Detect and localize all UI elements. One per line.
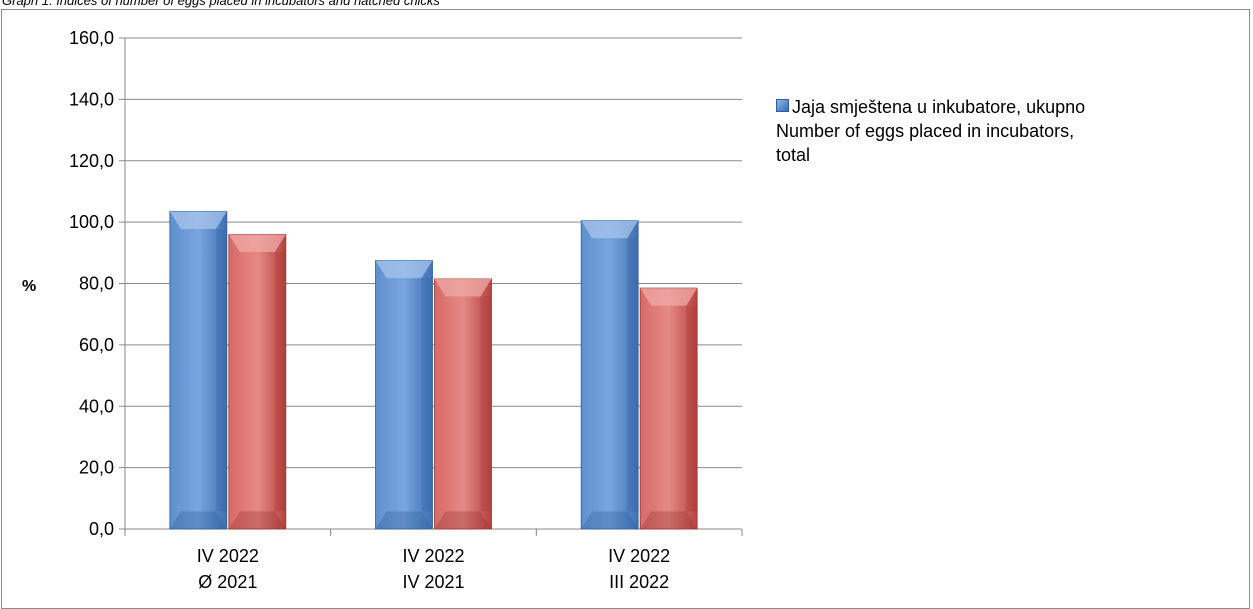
- bar-bevel-bottom: [228, 511, 286, 529]
- legend: Jaja smještena u inkubatore, ukupno Numb…: [776, 95, 1196, 167]
- legend-label-line1: Jaja smještena u inkubatore, ukupno: [792, 97, 1086, 117]
- bar-bevel-side: [421, 278, 433, 512]
- bar-series-2: [434, 278, 492, 530]
- bar-series-1: [169, 210, 228, 530]
- x-category-label: IV 2022: [608, 546, 670, 566]
- bar-bevel-side: [215, 228, 227, 512]
- bar-bevel-top: [375, 260, 433, 279]
- bar-bevel-top: [434, 278, 492, 297]
- legend-entry: Jaja smještena u inkubatore, ukupno: [776, 95, 1196, 119]
- x-category-label: IV 2022: [402, 546, 464, 566]
- legend-label-line2: Number of eggs placed in incubators,: [776, 121, 1075, 141]
- x-axis-categories: IV 2022 Ø 2021 IV 2022 IV 2021 IV 2022 III 20…: [197, 546, 670, 592]
- bar-series-2: [228, 233, 287, 530]
- bar-bevel-side: [627, 238, 639, 512]
- y-axis-label: %: [22, 278, 36, 295]
- bar-bevel-top: [640, 288, 698, 306]
- bar-bevel-bottom: [375, 511, 433, 529]
- bar-series-2: [639, 287, 698, 530]
- gridlines: [119, 37, 743, 536]
- bar-bevel-bottom: [169, 511, 227, 529]
- legend-label-line3: total: [776, 145, 811, 165]
- y-axis-ticks: 0,0 20,0 40,0 60,0 80,0 100,0 120,0 140,0 160,0: [69, 28, 114, 539]
- y-tick-label: 20,0: [79, 458, 114, 478]
- x-category-label: IV 2021: [402, 572, 464, 592]
- bars: [169, 210, 698, 530]
- bar-bevel-top: [169, 211, 227, 229]
- bar-bevel-side: [686, 305, 698, 512]
- x-category-label: III 2022: [609, 572, 669, 592]
- bar-series-1: [580, 220, 639, 530]
- legend-swatch-blue: [776, 99, 789, 112]
- x-category-label: IV 2022: [197, 546, 259, 566]
- bar-bevel-bottom: [434, 511, 492, 529]
- y-tick-label: 160,0: [69, 28, 114, 48]
- y-tick-label: 120,0: [69, 151, 114, 171]
- y-tick-label: 140,0: [69, 89, 114, 109]
- y-tick-label: 0,0: [89, 519, 114, 539]
- y-tick-label: 100,0: [69, 212, 114, 232]
- x-category-label: Ø 2021: [198, 572, 257, 592]
- chart-caption: Graph 1. Indices of number of eggs place…: [2, 0, 440, 8]
- bar-bevel-side: [274, 252, 286, 512]
- bar-bevel-top: [228, 234, 286, 252]
- y-tick-label: 40,0: [79, 396, 114, 416]
- bar-bevel-bottom: [581, 511, 639, 529]
- bar-bevel-top: [581, 220, 639, 239]
- y-tick-label: 80,0: [79, 274, 114, 294]
- y-tick-label: 60,0: [79, 335, 114, 355]
- bar-bevel-side: [480, 296, 492, 512]
- bar-bevel-bottom: [640, 511, 698, 529]
